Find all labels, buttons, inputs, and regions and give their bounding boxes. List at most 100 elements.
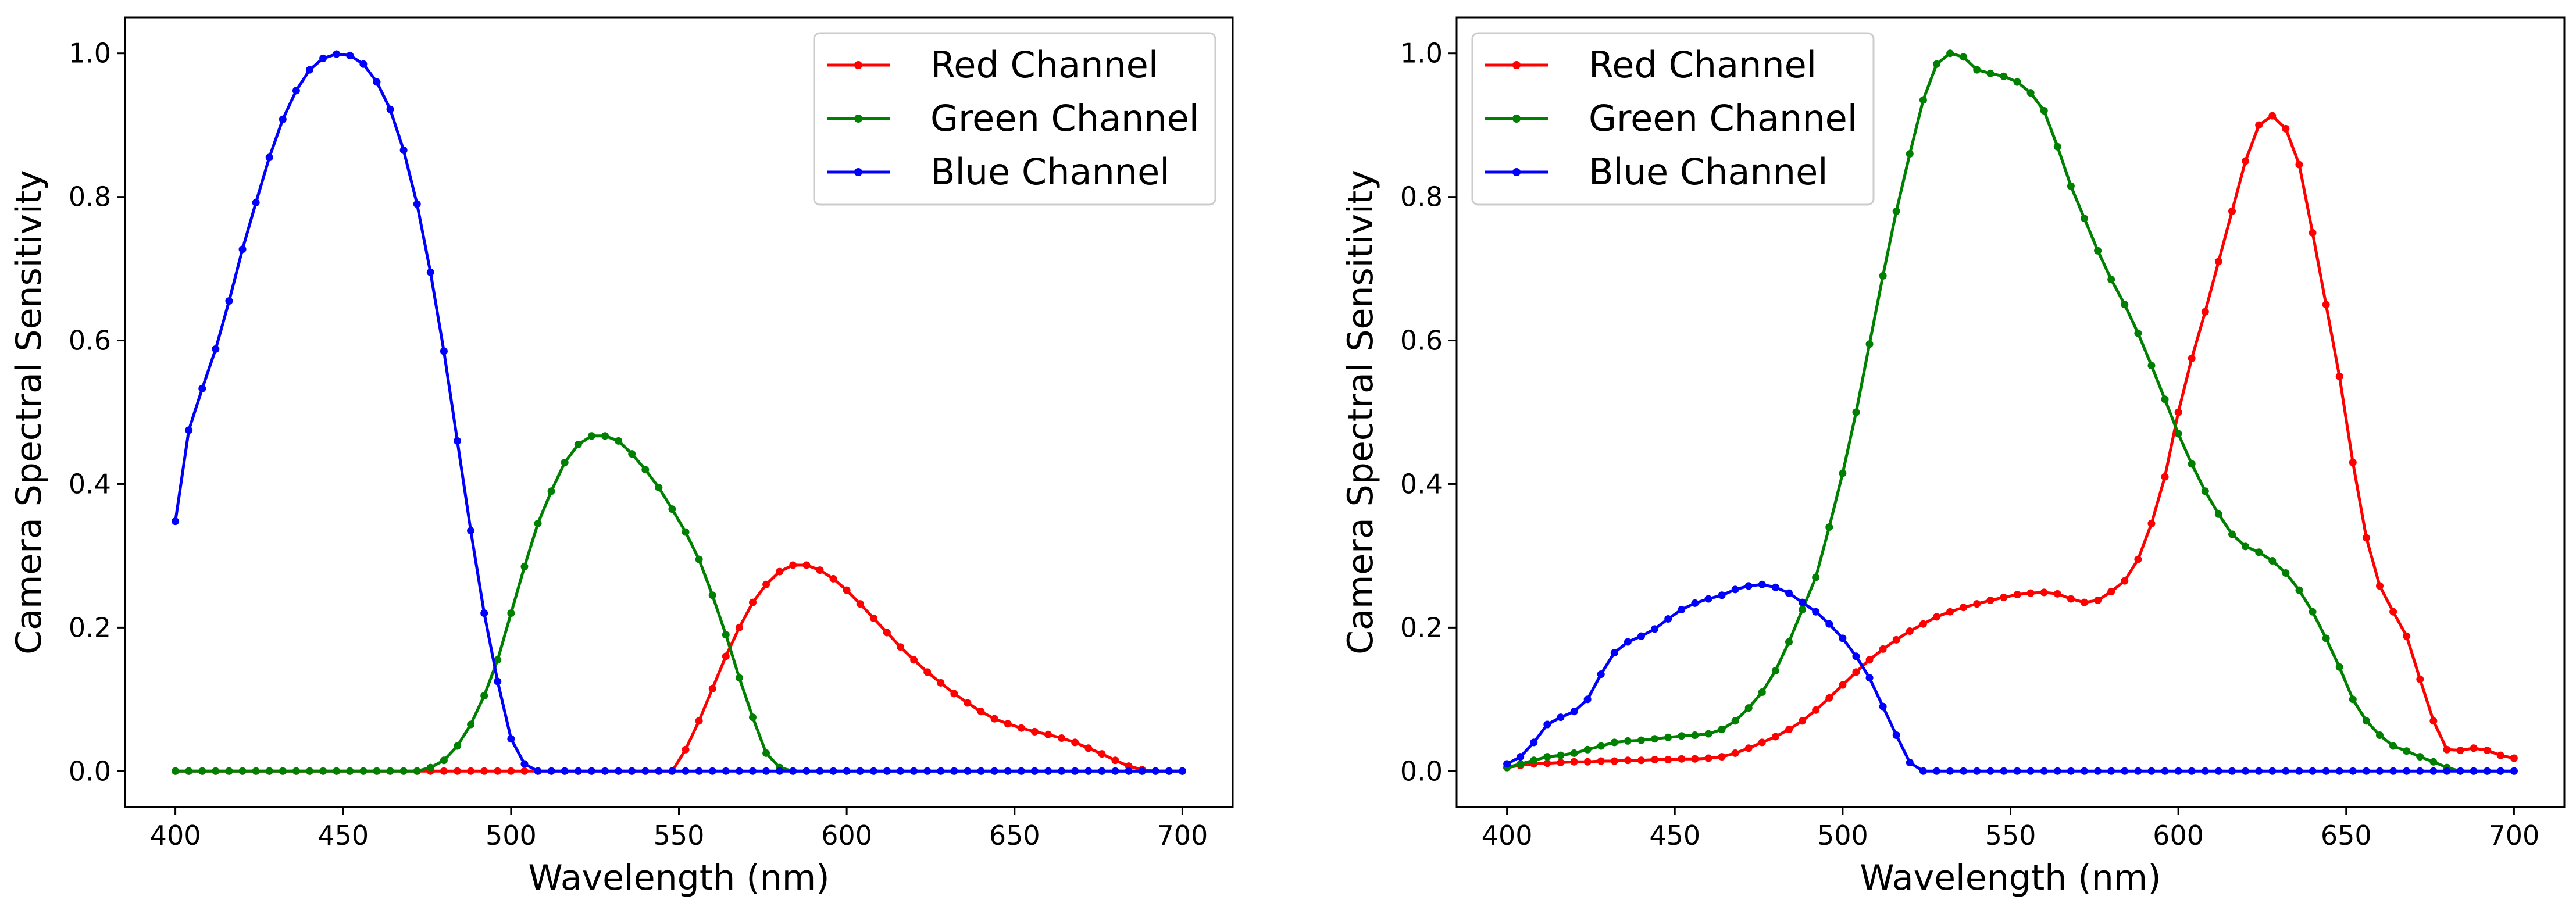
data-point — [2483, 746, 2491, 754]
data-point — [1960, 604, 1968, 612]
data-point — [480, 692, 488, 700]
data-point — [480, 767, 488, 775]
data-point — [2362, 534, 2370, 542]
legend-marker — [854, 168, 862, 176]
data-point — [2483, 767, 2491, 775]
data-point — [950, 690, 958, 698]
data-point — [762, 767, 770, 775]
data-point — [910, 656, 918, 664]
data-point — [467, 720, 475, 729]
data-point — [1785, 726, 1793, 734]
x-tick-label: 400 — [150, 820, 201, 851]
y-tick-label: 1.0 — [1400, 38, 1443, 69]
data-point — [2228, 207, 2236, 215]
data-point — [897, 767, 904, 775]
data-point — [520, 767, 529, 775]
data-point — [1557, 751, 1565, 759]
legend-label: Red Channel — [1589, 44, 1817, 86]
data-point — [1597, 742, 1605, 750]
data-point — [2053, 142, 2061, 151]
data-point — [722, 652, 730, 660]
data-point — [1704, 595, 1712, 603]
data-point — [1058, 734, 1066, 742]
data-point — [413, 767, 421, 775]
data-point — [816, 566, 824, 574]
data-point — [2188, 767, 2196, 775]
data-point — [2349, 458, 2357, 466]
data-point — [480, 609, 488, 617]
data-point — [1044, 730, 1052, 738]
data-point — [1651, 625, 1659, 633]
legend-label: Green Channel — [930, 97, 1199, 140]
y-tick-label: 0.6 — [1400, 325, 1443, 356]
data-point — [668, 767, 676, 775]
data-point — [454, 742, 461, 750]
data-point — [373, 767, 381, 775]
data-point — [668, 505, 676, 513]
data-point — [2389, 742, 2397, 750]
data-point — [1557, 758, 1565, 766]
data-point — [950, 767, 958, 775]
data-point — [601, 432, 609, 440]
data-point — [2242, 542, 2250, 551]
data-point — [2309, 228, 2317, 237]
data-point — [426, 763, 434, 772]
data-point — [2376, 767, 2384, 775]
data-point — [1799, 598, 1807, 606]
data-point — [2429, 717, 2438, 725]
data-point — [1017, 724, 1025, 732]
data-point — [2081, 598, 2088, 606]
data-point — [1758, 688, 1766, 696]
data-point — [735, 674, 743, 682]
data-point — [440, 767, 448, 775]
data-point — [2389, 767, 2397, 775]
y-tick-label: 0.8 — [1400, 181, 1443, 213]
data-point — [1744, 744, 1753, 752]
series-blue-channel — [172, 50, 1186, 775]
data-point — [1973, 600, 1981, 608]
data-point — [1058, 767, 1066, 775]
data-point — [2000, 767, 2008, 775]
data-point — [829, 574, 837, 583]
data-point — [977, 708, 985, 716]
data-point — [1664, 615, 1672, 623]
data-point — [776, 567, 784, 576]
data-point — [2403, 632, 2411, 640]
data-point — [2134, 767, 2142, 775]
data-point — [1865, 656, 1874, 664]
data-point — [440, 756, 448, 765]
data-point — [2282, 767, 2290, 775]
data-point — [561, 458, 569, 466]
data-point — [185, 767, 193, 775]
y-axis-label: Camera Spectral Sensitivity — [9, 170, 49, 655]
data-point — [1557, 713, 1565, 722]
data-point — [789, 767, 797, 775]
data-point — [1919, 96, 1927, 104]
data-point — [641, 466, 650, 474]
data-point — [1084, 767, 1093, 775]
data-point — [2107, 588, 2115, 596]
data-point — [2121, 301, 2129, 309]
data-point — [937, 767, 945, 775]
data-point — [1624, 756, 1632, 765]
data-point — [440, 347, 448, 355]
data-point — [1098, 767, 1106, 775]
data-point — [1933, 767, 1940, 775]
data-point — [467, 527, 475, 535]
legend-marker — [1512, 115, 1521, 123]
data-point — [426, 268, 434, 276]
data-point — [2470, 767, 2478, 775]
data-point — [1812, 608, 1820, 616]
data-point — [2026, 767, 2035, 775]
data-point — [2443, 767, 2451, 775]
data-point — [2174, 408, 2182, 416]
data-point — [2255, 548, 2263, 556]
series-blue-channel — [1503, 580, 2518, 775]
data-point — [2322, 301, 2330, 309]
data-point — [735, 767, 743, 775]
data-point — [1718, 753, 1726, 761]
data-point — [2094, 767, 2102, 775]
legend-label: Red Channel — [930, 44, 1158, 86]
data-point — [2376, 582, 2384, 590]
data-point — [762, 580, 770, 588]
